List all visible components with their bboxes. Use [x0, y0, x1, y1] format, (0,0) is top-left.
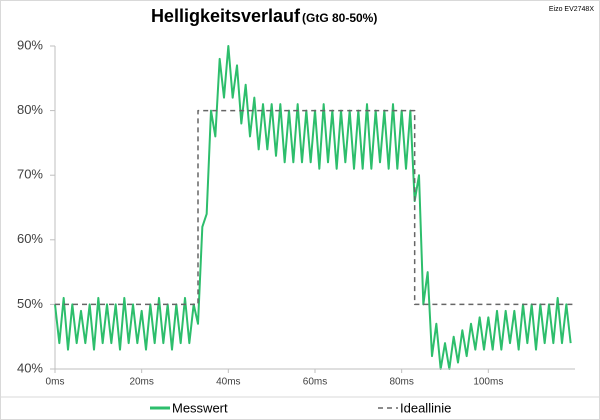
- y-tick-label: 60%: [17, 231, 43, 246]
- x-tick-label: 20ms: [129, 377, 153, 388]
- annotation: Eizo EV2748X: [549, 6, 594, 13]
- y-tick-label: 40%: [17, 360, 43, 375]
- x-tick-label: 60ms: [303, 377, 327, 388]
- series-line: [55, 109, 575, 306]
- y-tick-label: 80%: [17, 102, 43, 117]
- chart-title: Helligkeitsverlauf: [151, 6, 301, 26]
- series-line: [54, 45, 572, 370]
- y-tick-label: 50%: [17, 296, 43, 311]
- x-tick-label: 0ms: [46, 377, 65, 388]
- x-tick-label: 100ms: [473, 377, 503, 388]
- x-tick-label: 80ms: [389, 377, 413, 388]
- legend-label: Messwert: [172, 400, 228, 415]
- y-tick-label: 70%: [17, 167, 43, 182]
- y-tick-label: 90%: [17, 37, 43, 52]
- chart-subtitle: (GtG 80-50%): [302, 11, 377, 25]
- legend-label: Ideallinie: [400, 400, 451, 415]
- x-tick-label: 40ms: [216, 377, 240, 388]
